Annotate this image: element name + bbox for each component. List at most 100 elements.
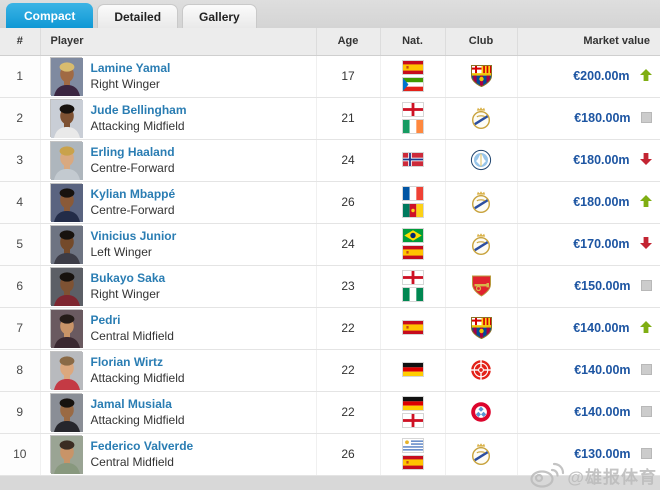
tab-detailed[interactable]: Detailed <box>97 4 179 28</box>
club-crest-arsenal-fc-icon[interactable] <box>470 274 493 298</box>
club-crest-real-madrid-icon[interactable] <box>469 442 493 466</box>
age-value: 23 <box>341 279 355 293</box>
player-cell: Federico Valverde Central Midfield <box>40 433 317 476</box>
rank-cell: 6 <box>0 265 41 308</box>
club-cell <box>445 265 518 308</box>
flag-spain-icon <box>401 60 424 75</box>
tab-compact[interactable]: Compact <box>6 3 94 28</box>
player-position: Central Midfield <box>90 455 174 469</box>
rank-number: 6 <box>16 279 24 293</box>
header-market-value[interactable]: Market value <box>517 28 660 56</box>
market-value-link[interactable]: €140.00m <box>573 321 630 335</box>
market-value-trend-up-icon <box>640 69 652 81</box>
player-photo[interactable] <box>49 183 83 222</box>
header-age[interactable]: Age <box>316 28 381 56</box>
age-value: 24 <box>341 153 355 167</box>
table-row: 7 Pedri Central Midfield 22 €140.00m <box>0 307 660 350</box>
player-name-link[interactable]: Pedri <box>90 313 121 327</box>
player-name-link[interactable]: Federico Valverde <box>90 439 194 453</box>
player-table-body: 1 Lamine Yamal Right Winger 17 €200.00m … <box>0 55 660 476</box>
player-photo[interactable] <box>49 267 83 306</box>
player-name-link[interactable]: Lamine Yamal <box>90 61 171 75</box>
club-crest-fc-barcelona-icon[interactable] <box>470 64 493 88</box>
player-position: Centre-Forward <box>90 161 175 175</box>
club-crest-real-madrid-icon[interactable] <box>469 232 493 256</box>
market-value-link[interactable]: €130.00m <box>574 447 631 461</box>
nationality-cell <box>380 223 446 266</box>
player-cell: Pedri Central Midfield <box>40 307 317 350</box>
rank-cell: 1 <box>0 55 41 98</box>
nationality-flags <box>401 396 424 428</box>
player-position: Central Midfield <box>90 329 174 343</box>
player-photo[interactable] <box>49 225 83 264</box>
player-name-link[interactable]: Jamal Musiala <box>90 397 172 411</box>
club-crest-real-madrid-icon[interactable] <box>469 190 493 214</box>
club-cell <box>445 433 518 476</box>
market-value-link[interactable]: €180.00m <box>573 195 630 209</box>
club-crest-manchester-city-icon[interactable] <box>469 148 493 172</box>
player-cell: Jamal Musiala Attacking Midfield <box>40 391 317 434</box>
header-club[interactable]: Club <box>445 28 518 56</box>
club-cell <box>445 139 518 182</box>
player-name-link[interactable]: Vinicius Junior <box>90 229 177 243</box>
nationality-flags <box>401 438 424 470</box>
flag-cameroon-icon <box>401 203 424 218</box>
player-cell: Lamine Yamal Right Winger <box>40 55 317 98</box>
flag-spain-icon <box>401 455 424 470</box>
nationality-cell <box>380 391 446 434</box>
tab-gallery[interactable]: Gallery <box>182 4 257 28</box>
club-cell <box>445 97 518 140</box>
player-market-value-table: # Player Age Nat. Club Market value 1 La… <box>0 28 660 476</box>
age-value: 21 <box>341 111 355 125</box>
player-photo[interactable] <box>49 57 83 96</box>
flag-spain-icon <box>401 245 424 260</box>
player-cell: Erling Haaland Centre-Forward <box>40 139 317 182</box>
player-name-link[interactable]: Jude Bellingham <box>90 103 187 117</box>
club-cell <box>445 307 518 350</box>
market-value-trend-same-icon <box>641 280 652 291</box>
market-value-link[interactable]: €150.00m <box>574 279 631 293</box>
club-crest-real-madrid-icon[interactable] <box>469 106 493 130</box>
club-cell <box>445 391 518 434</box>
player-photo[interactable] <box>49 309 83 348</box>
age-cell: 26 <box>316 181 381 224</box>
header-player[interactable]: Player <box>40 28 317 56</box>
rank-number: 7 <box>16 321 24 335</box>
player-photo[interactable] <box>49 99 83 138</box>
flag-ireland-icon <box>401 119 424 134</box>
market-value-link[interactable]: €180.00m <box>573 153 630 167</box>
nationality-flags <box>401 102 424 134</box>
flag-uruguay-icon <box>401 438 424 453</box>
table-row: 1 Lamine Yamal Right Winger 17 €200.00m <box>0 55 660 98</box>
age-cell: 26 <box>316 433 381 476</box>
table-row: 3 Erling Haaland Centre-Forward 24 €180.… <box>0 139 660 182</box>
player-photo[interactable] <box>49 393 83 432</box>
player-photo[interactable] <box>49 351 83 390</box>
player-photo[interactable] <box>49 435 83 474</box>
rank-cell: 3 <box>0 139 41 182</box>
player-cell: Bukayo Saka Right Winger <box>40 265 317 308</box>
market-value-link[interactable]: €170.00m <box>573 237 630 251</box>
view-tab-bar: Compact Detailed Gallery <box>0 0 660 28</box>
player-name-link[interactable]: Kylian Mbappé <box>90 187 176 201</box>
club-crest-bayern-munich-icon[interactable] <box>469 400 493 424</box>
age-value: 22 <box>341 405 355 419</box>
market-value-link[interactable]: €200.00m <box>573 69 630 83</box>
flag-england-icon <box>401 102 424 117</box>
nationality-flags <box>401 152 424 168</box>
player-name-link[interactable]: Erling Haaland <box>90 145 175 159</box>
nationality-flags <box>401 186 424 218</box>
nationality-flags <box>401 362 424 378</box>
age-value: 24 <box>341 237 355 251</box>
age-cell: 23 <box>316 265 381 308</box>
market-value-link[interactable]: €180.00m <box>574 111 631 125</box>
player-photo[interactable] <box>49 141 83 180</box>
player-name-link[interactable]: Bukayo Saka <box>90 271 166 285</box>
nationality-flags <box>401 228 424 260</box>
player-name-link[interactable]: Florian Wirtz <box>90 355 164 369</box>
club-crest-fc-barcelona-icon[interactable] <box>470 316 493 340</box>
nationality-cell <box>380 97 446 140</box>
club-crest-bayer-04-leverkusen-icon[interactable] <box>469 358 493 382</box>
market-value-link[interactable]: €140.00m <box>574 405 631 419</box>
market-value-link[interactable]: €140.00m <box>574 363 631 377</box>
